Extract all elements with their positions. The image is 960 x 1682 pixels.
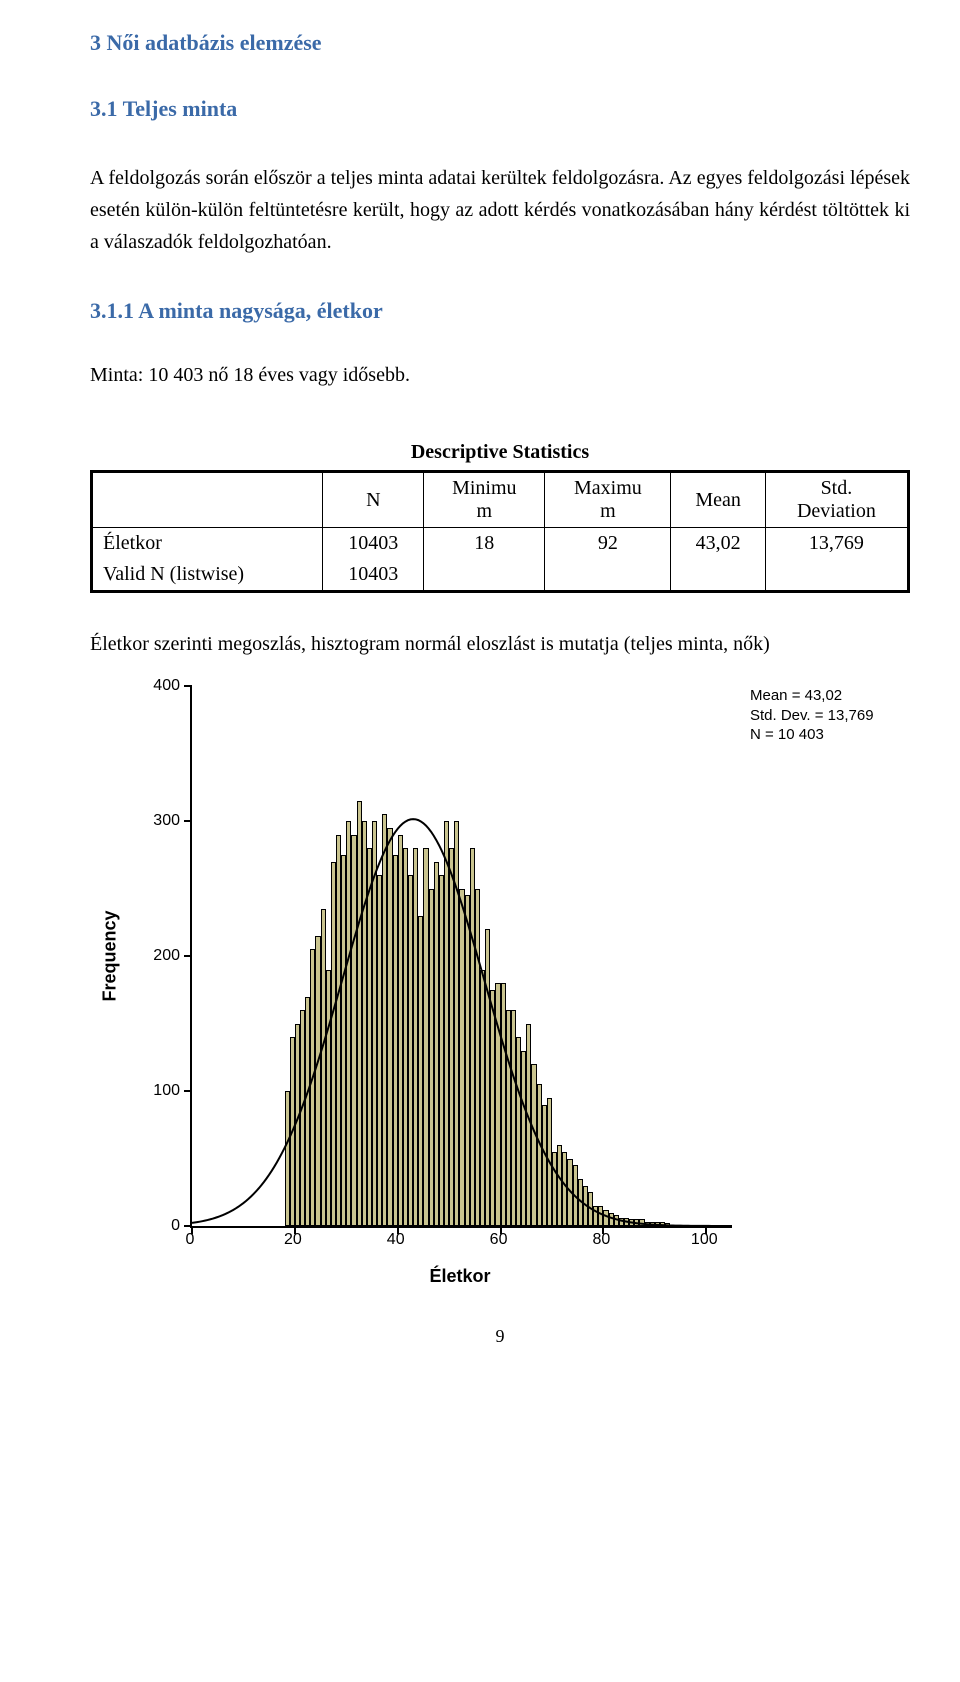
page-number: 9 xyxy=(90,1326,910,1347)
y-axis-label: Frequency xyxy=(100,910,121,1001)
y-tick-label: 300 xyxy=(130,812,180,830)
y-tick-label: 100 xyxy=(130,1082,180,1100)
cell xyxy=(545,559,671,592)
annot-std: Std. Dev. = 13,769 xyxy=(750,706,874,726)
cell xyxy=(424,559,545,592)
row-label: Életkor xyxy=(92,528,323,560)
descriptive-statistics-table: Descriptive Statistics N Minimu m Maximu… xyxy=(90,437,910,593)
cell: 43,02 xyxy=(671,528,765,560)
cell: 13,769 xyxy=(765,528,908,560)
annot-mean: Mean = 43,02 xyxy=(750,686,874,706)
x-tick-label: 100 xyxy=(691,1231,718,1249)
cell: 18 xyxy=(424,528,545,560)
normal-curve xyxy=(192,686,732,1226)
cell xyxy=(765,559,908,592)
sample-size-line: Minta: 10 403 nő 18 éves vagy idősebb. xyxy=(90,364,910,387)
x-axis-label: Életkor xyxy=(429,1266,490,1287)
table-row: Életkor 10403 18 92 43,02 13,769 xyxy=(92,528,909,560)
col-maximum: Maximu m xyxy=(545,472,671,528)
x-tick-label: 0 xyxy=(186,1231,195,1249)
intro-paragraph: A feldolgozás során először a teljes min… xyxy=(90,162,910,258)
y-tick-label: 200 xyxy=(130,947,180,965)
table-row: Valid N (listwise) 10403 xyxy=(92,559,909,592)
col-minimum: Minimu m xyxy=(424,472,545,528)
y-tick-label: 400 xyxy=(130,677,180,695)
col-mean: Mean xyxy=(671,472,765,528)
histogram-caption: Életkor szerinti megoszlás, hisztogram n… xyxy=(90,633,910,656)
col-std: Std. Deviation xyxy=(765,472,908,528)
plot-area xyxy=(190,686,732,1228)
heading-3: 3.1.1 A minta nagysága, életkor xyxy=(90,298,910,324)
col-empty xyxy=(92,472,323,528)
x-tick-label: 20 xyxy=(284,1231,302,1249)
annot-n: N = 10 403 xyxy=(750,725,874,745)
x-tick-label: 60 xyxy=(490,1231,508,1249)
cell: 10403 xyxy=(323,528,424,560)
cell: 92 xyxy=(545,528,671,560)
row-label: Valid N (listwise) xyxy=(92,559,323,592)
histogram-annotation: Mean = 43,02 Std. Dev. = 13,769 N = 10 4… xyxy=(750,686,874,745)
col-N: N xyxy=(323,472,424,528)
table-title: Descriptive Statistics xyxy=(92,437,909,472)
y-tick-label: 0 xyxy=(130,1217,180,1235)
heading-2: 3.1 Teljes minta xyxy=(90,96,910,122)
x-tick-label: 80 xyxy=(593,1231,611,1249)
heading-1: 3 Női adatbázis elemzése xyxy=(90,30,910,56)
cell xyxy=(671,559,765,592)
histogram-chart: Frequency Életkor Mean = 43,02 Std. Dev.… xyxy=(100,676,800,1296)
cell: 10403 xyxy=(323,559,424,592)
x-tick-label: 40 xyxy=(387,1231,405,1249)
